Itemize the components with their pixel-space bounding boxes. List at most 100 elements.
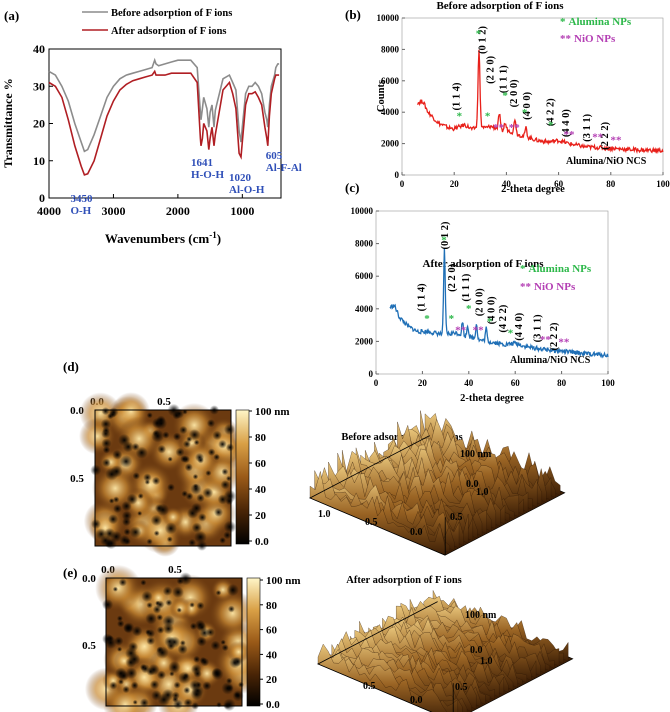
- xrd-hkl-label: (1 1 1): [461, 273, 472, 301]
- xrd-phase-marker: *: [449, 313, 455, 325]
- afm-d-x-tick-2: 0.0: [410, 527, 423, 538]
- xrd-hkl-label: (3 1 1): [533, 314, 544, 342]
- afm-grain-pore: [164, 522, 177, 535]
- afm-grain-pore: [151, 429, 165, 443]
- ftir-x-ticks: 4000 3000 2000 1000: [37, 194, 254, 218]
- afm-grain-pore: [157, 670, 166, 680]
- afm-d-left-tick-1: 0.5: [70, 473, 84, 485]
- xrd-hkl-label: (2 2 0): [485, 55, 496, 83]
- afm-grain-pore: [102, 633, 113, 645]
- xrd-after-panel: (c) 0 2000 4000 6000 8000 10000 0 20 40 60 80 100 A…: [345, 180, 615, 404]
- afm-grain-pore: [216, 701, 222, 708]
- xrd-hkl-label: (4 0 0): [486, 296, 497, 324]
- afm-grain-pore: [118, 670, 129, 682]
- ftir-annotation-wavenumber: 605: [266, 150, 283, 162]
- afm-grain-pore: [189, 602, 195, 608]
- xrd-phase-marker: **: [540, 334, 552, 346]
- panel-label-c: (c): [345, 180, 359, 195]
- afm-grain-pore: [132, 699, 138, 705]
- afm-e-3d-surface: [317, 590, 574, 712]
- afm-grain-pore: [173, 699, 183, 710]
- ftir-annotation-wavenumber: 3450: [70, 193, 93, 205]
- afm-grain-pore: [119, 455, 133, 468]
- afm-grain-pore: [145, 612, 157, 625]
- afm-grain-pore: [196, 493, 205, 503]
- afm-grain-pore: [146, 538, 153, 545]
- afm-grain-pore: [179, 425, 188, 435]
- afm-grain-pore: [191, 684, 204, 697]
- afm-grain-pore: [226, 677, 233, 685]
- ftir-y-tick-label: 0: [39, 191, 45, 205]
- xrd-hkl-label: (2 2 2): [600, 121, 611, 149]
- surface-row: [317, 643, 447, 712]
- ftir-y-ticks: 0 10 20 30 40: [33, 42, 53, 205]
- colorbar-tick-label: 100 nm: [266, 575, 301, 587]
- afm-grain-pore: [139, 698, 149, 708]
- ftir-annotation-wavenumber: 1020: [229, 172, 252, 184]
- afm-grain-pore: [162, 623, 174, 635]
- afm-grain-pore: [215, 590, 222, 596]
- afm-grain-pore: [113, 496, 120, 503]
- xrd-after-legend: * Alumina NPs ** NiO NPs: [520, 263, 592, 293]
- xrd-hkl-label: (4 2 2): [545, 98, 556, 126]
- ftir-x-axis-label: Wavenumbers (cm-1): [105, 230, 221, 246]
- afm-grain-pore: [173, 432, 181, 441]
- afm-grain-pore: [206, 419, 216, 428]
- ftir-series-group: [48, 57, 280, 176]
- afm-grain-pore: [190, 663, 202, 675]
- xrd-hkl-label: (4 2 2): [498, 304, 509, 332]
- xrd-before-labels: (1 1 4) (0 1 2) (2 2 0) (1 1 1)(2 0 0) (4 0 …: [451, 25, 622, 149]
- afm-e-colorbar: [246, 577, 261, 707]
- afm-grain-pore: [123, 623, 133, 633]
- afm-grain-pore: [146, 602, 153, 609]
- xrd-pattern-line: [417, 49, 664, 155]
- xrd-before-y-axis-label: Counts: [376, 80, 387, 112]
- afm-grain-pore: [197, 622, 207, 632]
- afm-grain-pore: [191, 522, 203, 533]
- afm-grain-pore: [223, 423, 236, 435]
- afm-grain-pore: [221, 468, 229, 476]
- afm-grain-pore: [202, 487, 214, 499]
- afm-grain-pore: [225, 443, 235, 452]
- xrd-before-x-axis-label: 2-theta degree: [501, 184, 565, 195]
- afm-grain-pore: [108, 407, 119, 418]
- afm-grain-pore: [131, 625, 143, 637]
- surface-axis-edge: [317, 601, 438, 712]
- afm-grain-pore: [192, 473, 199, 480]
- ftir-line-before: [48, 57, 280, 153]
- xrd-phase-marker: **: [455, 324, 467, 336]
- afm-grain-ridge: [209, 590, 256, 637]
- legend-nio-mark: ** NiO NPs: [560, 33, 616, 45]
- legend-alumina-mark-c: * Alumina NPs: [520, 263, 592, 275]
- xrd-y-tick-label: 8000: [355, 239, 374, 249]
- afm-grain-pore: [197, 456, 204, 464]
- afm-grain-pore: [110, 530, 123, 543]
- xrd-x-tick-label: 20: [450, 179, 460, 189]
- xrd-before-legend: * Alumina NPs ** NiO NPs: [560, 16, 632, 45]
- afm-grain-pore: [183, 673, 189, 679]
- afm-grain-pore: [157, 444, 167, 454]
- afm-grain-pore: [184, 463, 193, 472]
- xrd-x-tick-label: 0: [400, 179, 405, 189]
- afm-grain-pore: [229, 657, 241, 669]
- xrd-after-series: [389, 248, 609, 359]
- colorbar-tick-label: 20: [255, 510, 267, 522]
- ftir-line-after: [48, 69, 280, 176]
- panel-label-d: (d): [63, 359, 79, 374]
- afm-grain-pore: [112, 586, 118, 592]
- surface-row: [309, 471, 446, 556]
- afm-grain-pore: [118, 433, 131, 447]
- xrd-y-tick-label: 0: [369, 369, 374, 379]
- ftir-annotation-wavenumber: 1641: [191, 157, 213, 169]
- afm-grain-pore: [146, 629, 156, 638]
- afm-grain-pore: [100, 418, 112, 430]
- afm-d-3d-surface: [309, 410, 566, 556]
- afm-e-top-tick-1: 0.5: [168, 564, 182, 576]
- afm-e-map-frame: [105, 577, 243, 707]
- afm-grain-pore: [156, 614, 164, 621]
- xrd-y-tick-label: 6000: [355, 271, 374, 281]
- afm-after-panel: (e) 0.0 0.5 0.0 0.5 100 nm 80 60 40 20 0.0 Af…: [63, 564, 574, 712]
- xrd-phase-marker: **: [564, 129, 576, 141]
